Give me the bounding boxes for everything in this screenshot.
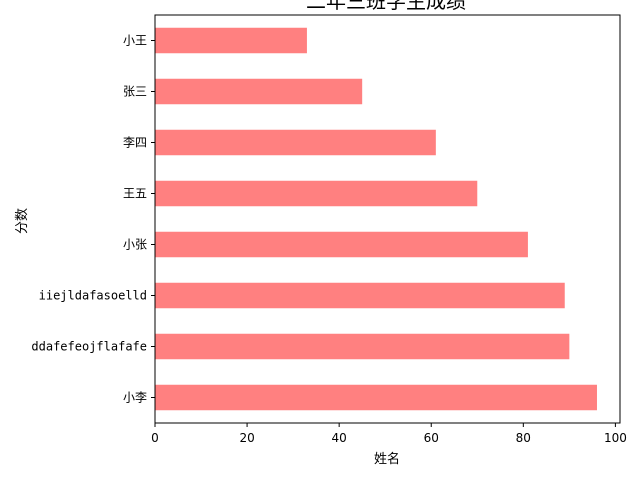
bar: [155, 129, 436, 156]
x-tick-label: 0: [151, 431, 159, 445]
plot-frame: [154, 14, 621, 424]
x-tick-label: 60: [424, 431, 439, 445]
x-tick-label: 20: [239, 431, 254, 445]
x-tick-label: 80: [516, 431, 531, 445]
bar: [155, 384, 597, 411]
y-tick-label: iiejldafasoelld: [39, 289, 147, 303]
y-tick-label: 小李: [123, 390, 147, 405]
bar: [155, 333, 570, 360]
bars-layer: [155, 27, 597, 411]
y-tick-label: ddafefeojflafafe: [31, 340, 147, 354]
bar: [155, 180, 478, 207]
chart-title: 二年三班学生成绩: [306, 0, 466, 13]
bar: [155, 27, 307, 54]
bar: [155, 78, 363, 105]
category-axis: 小李 ddafefeojflafafe iiejldafasoelld 小张 王五 李四 张…: [31, 34, 155, 405]
x-axis-label: 姓名: [374, 451, 400, 467]
x-tick-label: 40: [332, 431, 347, 445]
y-tick-label: 张三: [123, 85, 147, 99]
y-tick-label: 李四: [123, 135, 147, 150]
x-tick-label: 100: [604, 431, 627, 445]
y-axis-label: 分数: [15, 208, 30, 234]
value-axis: 0 20 40 60 80 100: [151, 423, 627, 445]
y-tick-label: 王五: [123, 187, 147, 201]
bar: [155, 231, 528, 258]
y-tick-label: 小王: [123, 34, 147, 48]
y-tick-label: 小张: [123, 238, 147, 252]
bar: [155, 282, 565, 309]
